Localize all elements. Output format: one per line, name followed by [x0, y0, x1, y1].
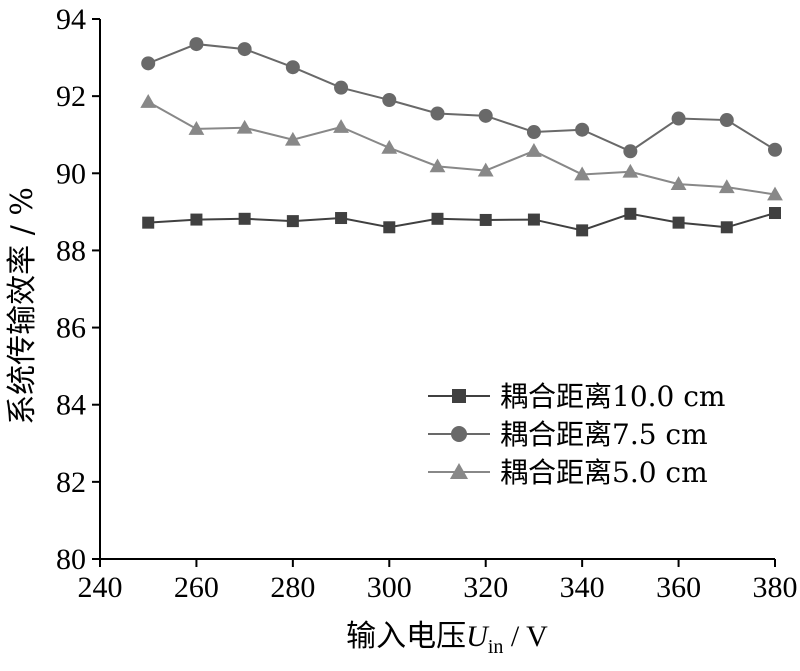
data-point-circle: [478, 108, 493, 123]
data-point-circle: [141, 56, 156, 71]
data-point-triangle: [429, 158, 446, 173]
y-tick-label: 90: [56, 157, 86, 190]
y-tick-label: 86: [56, 312, 86, 345]
data-point-circle: [189, 37, 204, 52]
legend-marker-circle: [451, 426, 467, 442]
legend-label: 耦合距离10.0 cm: [500, 380, 725, 413]
legend-item-1: 耦合距离10.0 cm: [428, 380, 725, 413]
data-point-square: [576, 224, 589, 237]
y-tick-label: 80: [56, 543, 86, 576]
data-point-triangle: [574, 166, 591, 181]
data-point-triangle: [670, 176, 687, 190]
series-2: [141, 37, 782, 159]
data-point-triangle: [381, 139, 398, 154]
x-axis-title-unit: / V: [503, 620, 548, 653]
y-axis-title: 系统传输效率 / %: [5, 187, 40, 425]
legend-label: 耦合距离5.0 cm: [500, 456, 708, 489]
legend-label: 耦合距离7.5 cm: [500, 418, 708, 451]
data-point-triangle: [526, 143, 542, 157]
legend-item-3: 耦合距离5.0 cm: [428, 456, 708, 489]
x-tick-label: 240: [78, 571, 123, 604]
series-line: [147, 43, 776, 153]
data-point-circle: [430, 106, 445, 121]
x-tick-label: 340: [560, 571, 605, 604]
series-3: [140, 94, 783, 201]
x-tick-label: 260: [174, 571, 219, 604]
x-axis-title-symbol: U: [466, 620, 490, 653]
data-point-triangle: [284, 131, 301, 146]
x-tick-label: 320: [463, 571, 508, 604]
data-point-square: [527, 213, 540, 226]
data-point-circle: [719, 113, 734, 128]
y-tick-label: 82: [56, 466, 86, 499]
series-1: [142, 207, 781, 237]
x-tick-label: 280: [270, 571, 315, 604]
data-point-circle: [671, 111, 686, 126]
legend-marker-square: [452, 389, 466, 403]
data-point-square: [142, 216, 155, 229]
legend-marker-triangle: [449, 462, 469, 480]
data-point-triangle: [718, 179, 735, 194]
y-tick-label: 94: [56, 3, 86, 36]
data-point-circle: [575, 122, 590, 137]
data-point-square: [190, 213, 203, 226]
x-tick-label: 360: [656, 571, 701, 604]
data-point-square: [431, 212, 444, 225]
axes: 240 260 280 300 320 340 360 380 80 82 84 86 88 90 92 94: [56, 3, 798, 604]
y-tick-label: 88: [56, 234, 86, 267]
data-point-circle: [285, 60, 300, 75]
data-point-square: [479, 213, 492, 226]
y-tick-label: 92: [56, 80, 86, 113]
axis-titles: 输入电压Uin / V 系统传输效率 / %: [5, 187, 548, 658]
data-point-triangle: [140, 94, 157, 108]
data-point-square: [769, 207, 781, 220]
data-point-circle: [526, 125, 541, 140]
data-point-triangle: [767, 186, 783, 201]
x-tick-label: 380: [753, 571, 798, 604]
y-tick-label: 84: [56, 389, 86, 422]
data-point-square: [383, 221, 396, 234]
series-line: [148, 212, 776, 232]
x-axis-title-main: 输入电压: [346, 619, 466, 654]
data-point-triangle: [333, 119, 349, 133]
data-point-circle: [334, 80, 349, 95]
series-line: [147, 101, 776, 196]
data-point-triangle: [188, 121, 205, 135]
data-series: [140, 37, 783, 237]
data-point-triangle: [236, 119, 253, 134]
x-tick-label: 300: [367, 571, 412, 604]
data-point-square: [720, 221, 733, 234]
data-point-square: [335, 212, 348, 225]
data-point-circle: [237, 42, 252, 57]
legend-item-2: 耦合距离7.5 cm: [428, 418, 708, 451]
data-point-square: [238, 212, 251, 225]
data-point-square: [286, 215, 299, 228]
x-axis-title-subscript: in: [488, 636, 504, 658]
data-point-square: [672, 216, 685, 229]
data-point-circle: [623, 144, 638, 159]
data-point-triangle: [477, 162, 494, 177]
data-point-circle: [382, 93, 397, 107]
x-axis-title: 输入电压Uin / V: [346, 619, 548, 658]
data-point-triangle: [622, 163, 639, 178]
data-point-square: [624, 207, 637, 220]
data-point-circle: [768, 142, 782, 157]
legend: 耦合距离10.0 cm 耦合距离7.5 cm 耦合距离5.0 cm: [428, 380, 725, 489]
